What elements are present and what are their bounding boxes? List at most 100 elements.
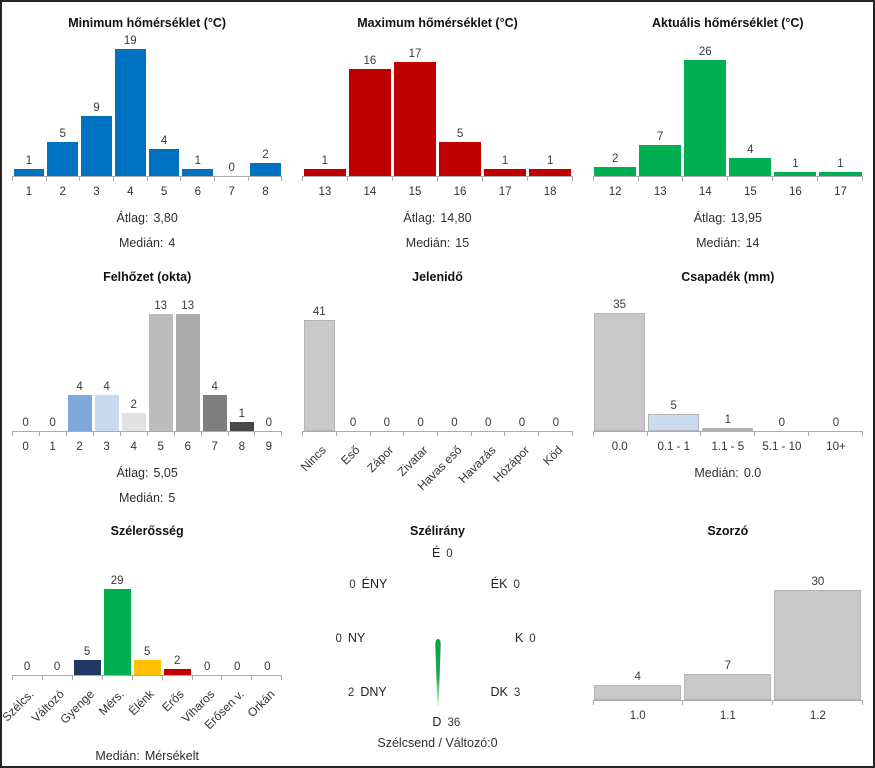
bar: [729, 158, 772, 176]
stat-line: Medián: 5: [2, 491, 292, 505]
bar-value-label: 5: [59, 127, 66, 140]
bar-value-label: 13: [181, 299, 195, 312]
bar-slot: 0: [404, 416, 438, 432]
bar-slot: 5: [438, 128, 483, 176]
plot-area: 1 5 9 19 4 1 0 2: [12, 35, 283, 177]
bar-value-label: 1: [25, 154, 33, 167]
bar-value-label: 0: [49, 416, 56, 429]
x-axis-label: 6: [184, 441, 191, 453]
tick-mark: [191, 676, 222, 680]
x-axis-label: Orkán: [244, 680, 282, 738]
bar-slot: 4: [201, 381, 228, 431]
x-axis-label: 1.2: [809, 710, 826, 722]
x-axis-label: 7: [211, 441, 218, 453]
bar: [121, 413, 146, 431]
bar: [47, 142, 79, 176]
tick-mark: [221, 676, 251, 680]
tick-mark: [200, 432, 228, 436]
bar-value-label: 2: [173, 654, 181, 667]
bar-slot: 0: [809, 417, 863, 432]
bar-slot: 0: [192, 660, 222, 676]
bar-slot: 16: [347, 55, 392, 176]
tick-mark: [526, 177, 573, 181]
bar-slot: 1: [181, 155, 215, 176]
bar: [13, 169, 45, 176]
stat-label: Átlag:: [116, 465, 149, 480]
tick-mark: [146, 432, 174, 436]
bar-value-label: 7: [657, 130, 664, 143]
plot-area: 0 0 5 29 5 2 0 0 0: [12, 550, 283, 676]
tick-mark: [12, 177, 46, 181]
bar-value-label: 4: [747, 143, 754, 156]
bar-value-label: 7: [724, 659, 732, 672]
stat-value: 14,80: [440, 210, 472, 225]
bar: [67, 395, 92, 431]
bar-value-label: 0: [417, 416, 424, 429]
bar-value-label: 0: [204, 660, 211, 673]
bar: [484, 169, 527, 176]
bar-slot: 0: [12, 661, 42, 676]
bar: [348, 69, 391, 176]
bar-slot: 1: [12, 154, 46, 176]
axis-ticks: [12, 432, 283, 436]
bar-slot: 2: [249, 149, 283, 176]
tick-mark: [481, 177, 527, 181]
bar-slot: 19: [113, 35, 147, 176]
bar-value-label: 13: [154, 299, 168, 312]
compass-direction-count: 0: [446, 548, 453, 560]
tick-mark: [772, 177, 817, 181]
bar-value-label: 30: [811, 575, 825, 588]
plot-area: 4 7 30: [592, 550, 863, 701]
stat-line: Átlag: 3,80: [2, 211, 292, 225]
x-axis-label: 10+: [826, 441, 846, 453]
bar-slot: 30: [773, 575, 863, 700]
bar-value-label: 0: [265, 416, 272, 429]
x-axis-label: 0.1 - 1: [657, 441, 691, 453]
bar-value-label: 5: [143, 645, 151, 658]
tick-mark: [251, 676, 283, 680]
bar-slot: 29: [102, 575, 132, 675]
x-axis-label-text: Zápor: [364, 443, 397, 476]
compass-direction-label: D: [432, 715, 442, 729]
x-axis-label: 16: [453, 186, 467, 198]
bar: [229, 422, 254, 431]
bar-slot: 0: [12, 417, 39, 432]
bar-slot: 0: [505, 417, 539, 432]
x-axis-labels: 0.0 0.1 - 1 1.1 - 5 5.1 - 10 10+: [593, 436, 863, 455]
bar: [594, 685, 682, 700]
compass-direction-label: É: [431, 546, 441, 560]
stat-line: Medián: Mérsékelt: [2, 749, 292, 763]
bar: [774, 172, 817, 176]
bar-value-label: 4: [103, 380, 110, 393]
tick-mark: [646, 432, 701, 436]
stat-label: Medián:: [694, 465, 739, 480]
chart-title: Csapadék (mm): [681, 270, 775, 284]
tick-mark: [470, 432, 505, 436]
tick-mark: [45, 177, 80, 181]
bar: [819, 172, 862, 176]
tick-mark: [682, 177, 727, 181]
axis-ticks: [302, 177, 573, 181]
chart-title: Maximum hőmérséklet (°C): [357, 16, 518, 30]
bar-slot: 7: [638, 130, 683, 176]
tick-mark: [12, 432, 39, 436]
chart-title: Minimum hőmérséklet (°C): [68, 16, 227, 30]
x-axis-label-text: Köd: [540, 443, 566, 469]
x-axis-label: 7: [228, 186, 235, 198]
wind-needle-icon: [435, 638, 442, 706]
bar-value-label: 9: [93, 101, 100, 114]
bar-slot: 2: [162, 654, 192, 675]
bar-value-label: 4: [634, 670, 641, 683]
bar-slot: 5: [72, 646, 102, 675]
x-axis-labels: Szélcs. Változó Gyenge Mérs. Élénk Erős Viharo…: [2, 680, 282, 738]
bar-slot: 0: [755, 417, 809, 432]
bar-value-label: 4: [160, 134, 168, 147]
tick-mark: [700, 432, 754, 436]
tick-mark: [592, 432, 647, 436]
tick-mark: [754, 432, 808, 436]
bar-value-label: 1: [546, 154, 554, 167]
stat-line: Átlag: 5,05: [2, 466, 292, 480]
tick-mark: [227, 432, 255, 436]
chart-min-temperature: Minimum hőmérséklet (°C) 1 5 9 19 4 1 0 2 1 2 3 4 5 6…: [2, 2, 292, 256]
tick-mark: [254, 432, 283, 436]
